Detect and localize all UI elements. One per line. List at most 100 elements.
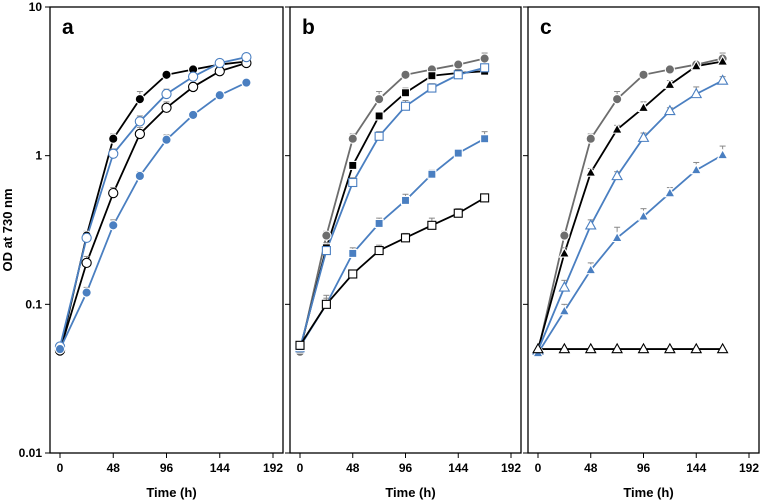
data-point-c-2-5 xyxy=(663,104,676,116)
data-point-b-2-3 xyxy=(374,131,384,141)
data-point-b-3-6 xyxy=(453,148,463,158)
x-axis-title-c: Time (h) xyxy=(623,485,673,500)
data-point-b-2-7 xyxy=(480,63,490,73)
data-point-b-0-6 xyxy=(453,59,464,70)
data-point-a-2-4 xyxy=(161,88,172,100)
data-point-a-2-2 xyxy=(108,148,119,159)
panel-letter-c: c xyxy=(540,16,552,39)
data-point-a-0-2 xyxy=(108,133,119,144)
data-point-b-2-5 xyxy=(427,83,437,93)
data-point-c-3-4 xyxy=(637,210,650,221)
x-tick-label-b-192: 192 xyxy=(501,461,521,475)
data-point-b-2-6 xyxy=(453,70,463,80)
data-point-a-1-1 xyxy=(81,257,92,269)
data-point-a-3-0 xyxy=(54,343,66,355)
data-point-b-2-2 xyxy=(348,177,358,188)
data-point-a-2-1 xyxy=(81,232,92,244)
data-point-b-1-3 xyxy=(374,111,384,121)
x-tick-label-a-96: 96 xyxy=(160,461,174,475)
data-point-c-1-1 xyxy=(558,247,571,258)
data-point-c-0-2 xyxy=(585,133,596,144)
data-point-c-4-4 xyxy=(637,342,650,354)
x-tick-label-c-0: 0 xyxy=(535,461,542,475)
data-point-b-4-1 xyxy=(321,299,331,309)
data-point-c-4-0 xyxy=(532,342,544,354)
y-tick-label-10: 10 xyxy=(29,0,43,14)
data-point-b-3-5 xyxy=(427,169,437,179)
data-point-b-4-5 xyxy=(427,220,437,230)
data-point-a-2-3 xyxy=(134,116,146,127)
data-point-b-0-4 xyxy=(400,69,411,80)
data-point-c-1-5 xyxy=(663,78,676,89)
data-point-b-4-7 xyxy=(480,193,490,203)
data-point-c-4-1 xyxy=(558,342,571,354)
x-tick-label-b-96: 96 xyxy=(399,461,413,475)
data-point-a-0-4 xyxy=(161,69,172,80)
y-axis-title: OD at 730 nm xyxy=(0,188,15,271)
x-tick-label-c-48: 48 xyxy=(584,461,598,475)
data-point-a-3-6 xyxy=(214,90,225,101)
data-point-c-3-7 xyxy=(716,148,729,160)
data-point-a-1-5 xyxy=(187,81,199,93)
data-point-b-3-2 xyxy=(348,248,358,258)
data-point-a-2-5 xyxy=(187,71,199,82)
data-point-c-2-7 xyxy=(716,74,729,85)
data-point-b-4-4 xyxy=(400,233,411,243)
panel-a xyxy=(45,6,284,458)
x-tick-label-c-144: 144 xyxy=(686,461,706,475)
y-tick-label-0.01: 0.01 xyxy=(19,446,43,460)
data-point-a-3-3 xyxy=(134,170,146,182)
data-point-a-2-7 xyxy=(241,51,252,63)
data-point-c-0-1 xyxy=(559,230,570,241)
data-point-c-1-7 xyxy=(716,55,729,66)
data-point-c-1-3 xyxy=(611,123,624,134)
x-tick-label-a-48: 48 xyxy=(107,461,121,475)
data-point-c-0-5 xyxy=(664,64,676,75)
data-point-c-3-5 xyxy=(663,186,676,198)
x-tick-label-c-192: 192 xyxy=(739,461,759,475)
data-point-b-4-2 xyxy=(348,269,358,279)
data-point-c-2-6 xyxy=(690,87,703,99)
data-point-c-3-2 xyxy=(584,263,597,275)
data-point-c-3-3 xyxy=(611,231,624,243)
data-point-a-1-4 xyxy=(161,102,172,113)
series-line-a-2 xyxy=(59,56,247,347)
panel-letter-b: b xyxy=(302,16,315,39)
x-tick-label-a-192: 192 xyxy=(263,461,283,475)
data-point-c-0-4 xyxy=(638,69,649,80)
data-point-a-2-6 xyxy=(214,57,225,69)
data-point-c-4-2 xyxy=(584,342,597,354)
data-point-a-3-7 xyxy=(241,77,252,88)
series-line-a-1 xyxy=(59,62,247,351)
series-line-c-1 xyxy=(537,60,723,350)
data-point-c-4-7 xyxy=(716,342,729,354)
data-point-c-4-5 xyxy=(663,342,676,354)
x-tick-label-b-144: 144 xyxy=(448,461,468,475)
data-point-a-0-3 xyxy=(134,93,146,105)
data-point-c-2-2 xyxy=(584,218,597,230)
data-point-a-1-3 xyxy=(134,128,146,140)
x-axis-title-b: Time (h) xyxy=(385,485,435,500)
data-point-b-2-4 xyxy=(400,101,411,111)
data-point-a-3-1 xyxy=(81,287,92,298)
data-point-b-4-0 xyxy=(295,340,305,350)
data-point-a-3-4 xyxy=(161,134,172,145)
data-point-a-3-5 xyxy=(187,109,199,121)
data-point-c-3-6 xyxy=(690,163,703,175)
data-point-b-4-3 xyxy=(374,246,384,256)
y-tick-label-1: 1 xyxy=(35,149,42,163)
data-point-b-0-1 xyxy=(321,230,332,241)
data-point-b-1-4 xyxy=(400,88,411,98)
data-point-b-3-3 xyxy=(374,218,384,228)
data-point-a-3-2 xyxy=(108,220,119,231)
panel-letter-a: a xyxy=(62,16,74,39)
data-point-a-1-2 xyxy=(108,187,119,199)
data-point-c-2-4 xyxy=(637,131,650,142)
data-point-c-1-4 xyxy=(637,101,650,112)
data-point-b-3-4 xyxy=(400,195,411,205)
x-tick-label-c-96: 96 xyxy=(637,461,651,475)
panel-b xyxy=(285,6,522,458)
series-line-a-3 xyxy=(59,81,247,350)
y-tick-label-0.1: 0.1 xyxy=(25,297,42,311)
data-point-c-1-6 xyxy=(690,59,703,71)
